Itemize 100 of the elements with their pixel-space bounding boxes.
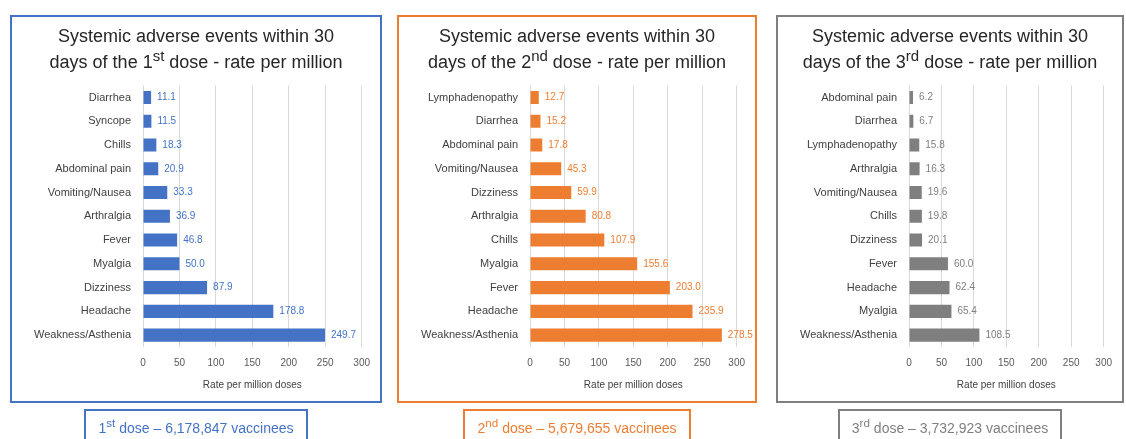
bar [909,162,920,176]
data-label: 50.0 [185,257,206,269]
data-label: 11.1 [157,91,177,103]
y-tick-label: Fever [102,233,132,246]
data-label: 108.5 [985,328,1011,340]
bar [143,328,325,342]
x-tick-label: 100 [590,356,608,368]
text: 3$^{rd}$ dose – 3,732,923 vaccinees [837,409,1063,439]
y-tick-label: Chills [491,233,519,246]
data-label: 155.6 [643,257,669,269]
bar [143,304,274,318]
data-label: 20.9 [164,162,185,174]
y-tick-label: Headache [467,304,519,317]
y-tick-label: Abdominal pain [55,161,132,174]
x-tick-label: 300 [353,356,371,368]
x-tick-label: 150 [624,356,643,368]
data-label: 107.9 [610,233,636,245]
x-tick-label: 0 [527,356,534,368]
x-tick-label: 300 [728,356,746,368]
chart-title: Systemic adverse events within 30 days of the 2$^{nd}$ dose - rate per million [427,26,727,72]
data-label: 45.3 [567,162,588,174]
bar [143,162,159,176]
data-label: 12.7 [544,91,565,103]
y-tick-label: Vomiting/Nausea [813,185,898,198]
y-tick-label: Diarrhea [854,114,898,127]
y-tick-label: Weakness/Asthenia [420,328,519,341]
bar [909,281,950,295]
bar [143,233,178,247]
x-tick-label: 50 [173,356,186,368]
x-axis-title: Rate per million doses [583,378,683,390]
data-label: 20.1 [928,233,948,245]
bar [909,209,922,223]
data-label: 19.8 [927,210,948,222]
bar [143,138,157,152]
y-tick-label: Lymphadenopathy [427,90,519,103]
bar [909,328,980,342]
x-tick-label: 250 [316,356,334,368]
y-tick-label: Vomiting/Nausea [47,185,132,198]
bar [530,328,722,342]
y-tick-label: Myalgia [93,256,132,269]
y-tick-label: Arthralgia [470,209,519,222]
y-tick-label: Myalgia [480,256,519,269]
y-tick-label: Fever [489,280,519,293]
y-tick-label: Fever [868,256,898,269]
y-tick-label: Dizziness [849,233,898,246]
data-label: 278.5 [727,328,754,340]
x-tick-label: 150 [243,356,262,368]
bar [909,257,948,271]
y-tick-label: Diarrhea [475,114,519,127]
bar [143,257,180,271]
x-tick-label: 200 [659,356,677,368]
bar [530,257,638,271]
data-label: 6.2 [919,91,934,103]
bar [143,186,168,200]
y-tick-label: Abdominal pain [821,90,898,103]
bar [530,162,562,176]
data-label: 15.8 [925,138,946,150]
bar [530,90,539,105]
data-label: 203.0 [675,281,702,293]
bar [530,233,605,247]
y-tick-label: Lymphadenopathy [806,138,898,151]
y-tick-label: Dizziness [470,185,519,198]
data-label: 6.7 [919,115,934,126]
y-tick-label: Headache [80,304,132,317]
y-tick-label: Abdominal pain [442,138,519,151]
x-tick-label: 200 [280,356,298,368]
bar [530,209,586,223]
data-label: 15.2 [546,115,567,126]
bar [143,90,152,105]
x-tick-label: 0 [140,356,147,368]
x-tick-label: 100 [207,356,225,368]
data-label: 46.8 [183,233,204,245]
y-tick-label: Diarrhea [88,90,132,103]
chart-title: Systemic adverse events within 30 days of the 3$^{rd}$ dose - rate per million [801,26,1099,72]
bar [909,233,923,247]
data-label: 80.8 [591,210,612,222]
x-tick-label: 150 [997,356,1016,368]
data-label: 60.0 [953,257,974,269]
y-tick-label: Myalgia [859,304,898,317]
x-tick-label: 0 [906,356,913,368]
bar [909,138,920,152]
data-label: 11.5 [157,115,177,126]
x-tick-label: 100 [965,356,983,368]
bar [530,304,693,318]
data-label: 235.9 [698,305,724,317]
data-label: 249.7 [331,328,357,340]
x-tick-label: 300 [1095,356,1113,368]
data-label: 17.8 [548,138,569,150]
y-tick-label: Headache [846,280,898,293]
y-tick-label: Dizziness [83,280,132,293]
x-axis-title: Rate per million doses [956,378,1056,390]
x-tick-label: 50 [935,356,948,368]
data-label: 36.9 [175,210,196,222]
bar [530,114,541,128]
y-tick-label: Syncope [88,114,132,127]
data-label: 33.3 [173,186,194,198]
text: 1$^{st}$ dose – 6,178,847 vaccinees [84,409,308,439]
x-tick-label: 250 [1062,356,1080,368]
bar [530,186,572,200]
data-label: 16.3 [925,162,946,174]
